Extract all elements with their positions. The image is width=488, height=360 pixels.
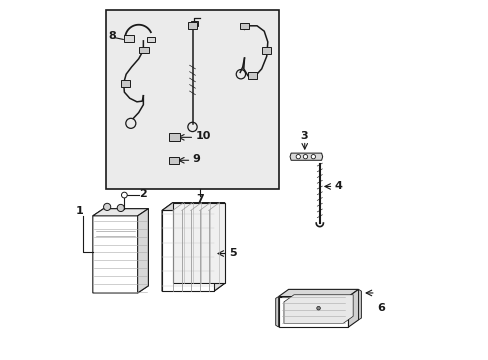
- Text: 6: 6: [376, 303, 384, 313]
- Polygon shape: [348, 289, 358, 327]
- Text: 1: 1: [76, 206, 83, 216]
- FancyBboxPatch shape: [121, 80, 129, 87]
- Polygon shape: [289, 153, 322, 160]
- Polygon shape: [284, 295, 352, 323]
- Polygon shape: [172, 203, 224, 283]
- FancyBboxPatch shape: [124, 35, 134, 41]
- Polygon shape: [93, 209, 148, 216]
- Polygon shape: [275, 297, 278, 327]
- Bar: [106, 10, 278, 189]
- FancyBboxPatch shape: [190, 21, 198, 26]
- Circle shape: [121, 192, 127, 198]
- Text: 10: 10: [195, 131, 210, 141]
- Polygon shape: [162, 203, 172, 291]
- Polygon shape: [278, 297, 348, 327]
- Text: 4: 4: [334, 181, 342, 190]
- FancyBboxPatch shape: [240, 23, 249, 30]
- Circle shape: [296, 154, 300, 159]
- Circle shape: [117, 204, 124, 212]
- Polygon shape: [278, 289, 358, 297]
- Circle shape: [303, 154, 307, 159]
- Text: 9: 9: [192, 154, 200, 165]
- Circle shape: [316, 306, 320, 310]
- Text: 8: 8: [108, 31, 116, 41]
- Polygon shape: [214, 203, 224, 291]
- FancyBboxPatch shape: [247, 72, 257, 79]
- Polygon shape: [93, 209, 148, 293]
- Text: 5: 5: [228, 248, 236, 258]
- Circle shape: [310, 154, 315, 159]
- FancyBboxPatch shape: [187, 22, 197, 30]
- FancyBboxPatch shape: [169, 134, 180, 141]
- Polygon shape: [137, 209, 148, 293]
- FancyBboxPatch shape: [139, 47, 149, 53]
- FancyBboxPatch shape: [261, 47, 270, 54]
- Polygon shape: [162, 283, 224, 291]
- Polygon shape: [358, 289, 361, 320]
- FancyBboxPatch shape: [169, 157, 179, 164]
- Circle shape: [103, 203, 110, 211]
- Text: 7: 7: [196, 194, 203, 203]
- Text: 2: 2: [139, 189, 147, 199]
- Text: 3: 3: [300, 131, 307, 141]
- Polygon shape: [162, 211, 214, 291]
- FancyBboxPatch shape: [147, 37, 155, 42]
- Polygon shape: [162, 203, 224, 211]
